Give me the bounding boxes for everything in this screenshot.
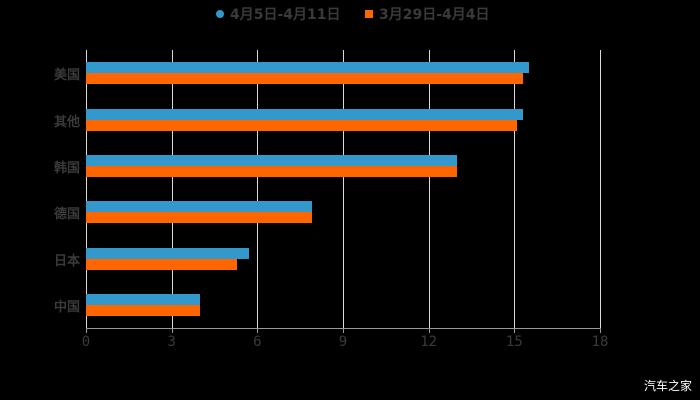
chart-legend: 4月5日-4月11日 3月29日-4月4日: [0, 4, 700, 24]
legend-label-series1: 4月5日-4月11日: [230, 7, 341, 23]
x-tick: [600, 328, 601, 333]
bar-series2[interactable]: [86, 212, 312, 224]
gridline: [86, 50, 87, 328]
x-tick-label: 6: [253, 334, 262, 350]
x-tick-label: 15: [505, 334, 523, 350]
legend-item-series1[interactable]: 4月5日-4月11日: [216, 4, 341, 24]
bar-series2[interactable]: [86, 304, 201, 316]
y-category-label: 日本: [53, 253, 80, 269]
bar-series1[interactable]: [86, 108, 523, 120]
bar-series1[interactable]: [86, 154, 458, 166]
bar-series2[interactable]: [86, 119, 518, 131]
bar-series1[interactable]: [86, 201, 312, 213]
x-tick: [86, 328, 87, 333]
bar-series1[interactable]: [86, 293, 201, 305]
gridline: [343, 50, 344, 328]
gridline: [600, 50, 601, 328]
bar-series1[interactable]: [86, 62, 529, 74]
x-tick: [343, 328, 344, 333]
legend-square-icon: [365, 10, 373, 18]
y-category-label: 德国: [53, 207, 80, 223]
x-tick-label: 12: [420, 334, 438, 350]
x-tick-label: 9: [338, 334, 348, 350]
y-category-label: 其他: [53, 114, 80, 130]
bar-series1[interactable]: [86, 247, 249, 259]
x-axis-line: [86, 328, 600, 329]
x-tick-label: 0: [81, 334, 91, 350]
gridline: [428, 50, 430, 328]
gridline: [257, 50, 259, 328]
x-tick: [257, 328, 259, 333]
bar-series2[interactable]: [86, 73, 523, 85]
x-tick: [428, 328, 430, 333]
x-tick: [171, 328, 173, 333]
legend-item-series2[interactable]: 3月29日-4月4日: [365, 4, 490, 24]
legend-label-series2: 3月29日-4月4日: [379, 7, 490, 23]
watermark: 汽车之家: [643, 379, 692, 393]
y-category-label: 中国: [53, 299, 80, 315]
legend-circle-icon: [216, 10, 224, 18]
bar-series2[interactable]: [86, 165, 458, 177]
bar-series2[interactable]: [86, 258, 238, 270]
y-category-label: 韩国: [53, 160, 80, 176]
x-tick-label: 18: [591, 334, 609, 350]
x-tick: [514, 328, 516, 333]
y-category-label: 美国: [53, 68, 80, 84]
x-tick-label: 3: [167, 334, 176, 350]
gridline: [171, 50, 173, 328]
gridline: [514, 50, 516, 328]
